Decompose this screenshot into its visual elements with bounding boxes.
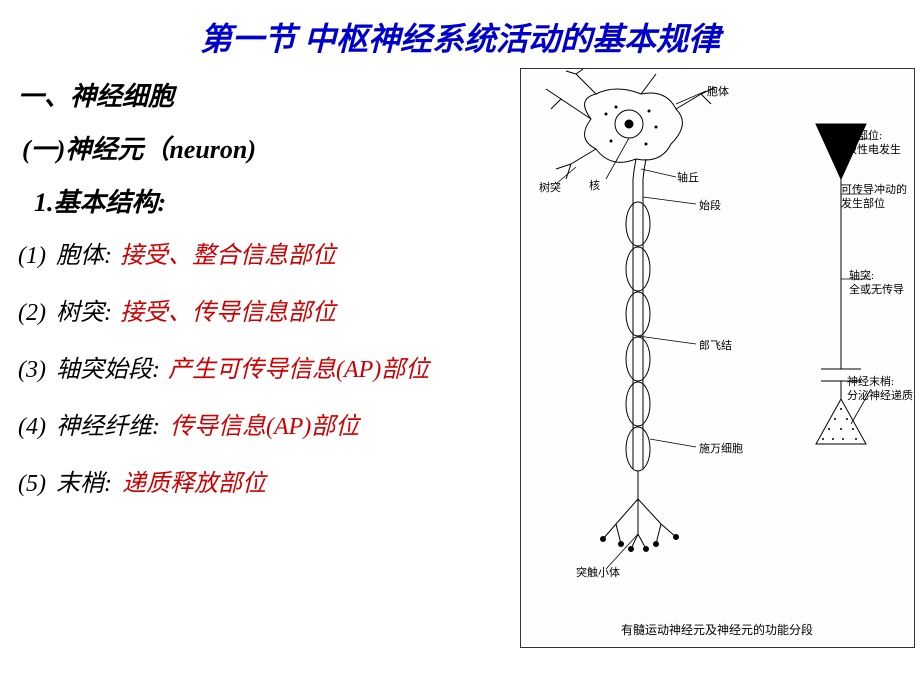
content-row: 一、神经细胞 (一)神经元（neuron) 1.基本结构: (1) 胞体: 接受…	[0, 68, 920, 648]
neuron-figure: 胞体 树突 核 轴丘 始段 郎飞结 施万细胞 突触小体 受体部位: 等级性电发生…	[520, 68, 915, 648]
heading-2-text: (一)神经元（neuron)	[22, 135, 256, 164]
label-kechuandao-2: 发生部位	[841, 195, 885, 211]
figure-caption: 有髓运动神经元及神经元的功能分段	[621, 621, 813, 638]
item-4: (4) 神经纤维: 传导信息(AP)部位	[18, 406, 520, 441]
heading-1: 一、神经细胞	[18, 76, 520, 113]
label-zhouqiu: 轴丘	[677, 169, 699, 185]
item-5-label: 末梢:	[56, 471, 118, 497]
item-3: (3) 轴突始段: 产生可传导信息(AP)部位	[18, 349, 520, 384]
label-shouti-2: 等级性电发生	[835, 141, 901, 157]
label-langfeijie: 郎飞结	[699, 337, 732, 353]
item-5-desc: 递质释放部位	[122, 471, 266, 497]
label-moshao-2: 分泌神经递质	[847, 387, 913, 403]
item-4-label: 神经纤维:	[56, 414, 166, 440]
item-1-num: (1)	[18, 243, 46, 269]
page-title: 第一节 中枢神经系统活动的基本规律	[200, 21, 720, 57]
item-3-num: (3)	[18, 357, 46, 383]
label-shiwanxibao: 施万细胞	[699, 440, 743, 456]
item-5: (5) 末梢: 递质释放部位	[18, 463, 520, 498]
item-1-desc: 接受、整合信息部位	[120, 243, 336, 269]
item-1-label: 胞体:	[56, 243, 112, 269]
item-4-num: (4)	[18, 414, 46, 440]
item-2-num: (2)	[18, 300, 46, 326]
item-3-label: 轴突始段:	[56, 357, 160, 383]
heading-3-text: 1.基本结构:	[34, 188, 166, 217]
item-1: (1) 胞体: 接受、整合信息部位	[18, 235, 520, 270]
item-2-label: 树突:	[56, 300, 112, 326]
item-4-desc: 传导信息(AP)部位	[170, 414, 359, 440]
item-5-num: (5)	[18, 471, 46, 497]
heading-1-text: 一、神经细胞	[18, 82, 174, 111]
heading-2: (一)神经元（neuron)	[18, 129, 520, 166]
label-he: 核	[589, 177, 600, 193]
heading-3: 1.基本结构:	[18, 182, 520, 219]
label-shiduan: 始段	[699, 197, 721, 213]
label-zhoutu-2: 全或无传导	[849, 281, 904, 297]
text-column: 一、神经细胞 (一)神经元（neuron) 1.基本结构: (1) 胞体: 接受…	[0, 68, 520, 648]
label-tuchuxiaoti: 突触小体	[576, 564, 620, 580]
figure-column: 胞体 树突 核 轴丘 始段 郎飞结 施万细胞 突触小体 受体部位: 等级性电发生…	[520, 68, 920, 648]
item-3-desc: 产生可传导信息(AP)部位	[168, 357, 429, 383]
item-2-desc: 接受、传导信息部位	[120, 300, 336, 326]
item-2: (2) 树突: 接受、传导信息部位	[18, 292, 520, 327]
label-shutu: 树突	[539, 179, 561, 195]
label-baoti: 胞体	[707, 83, 729, 99]
